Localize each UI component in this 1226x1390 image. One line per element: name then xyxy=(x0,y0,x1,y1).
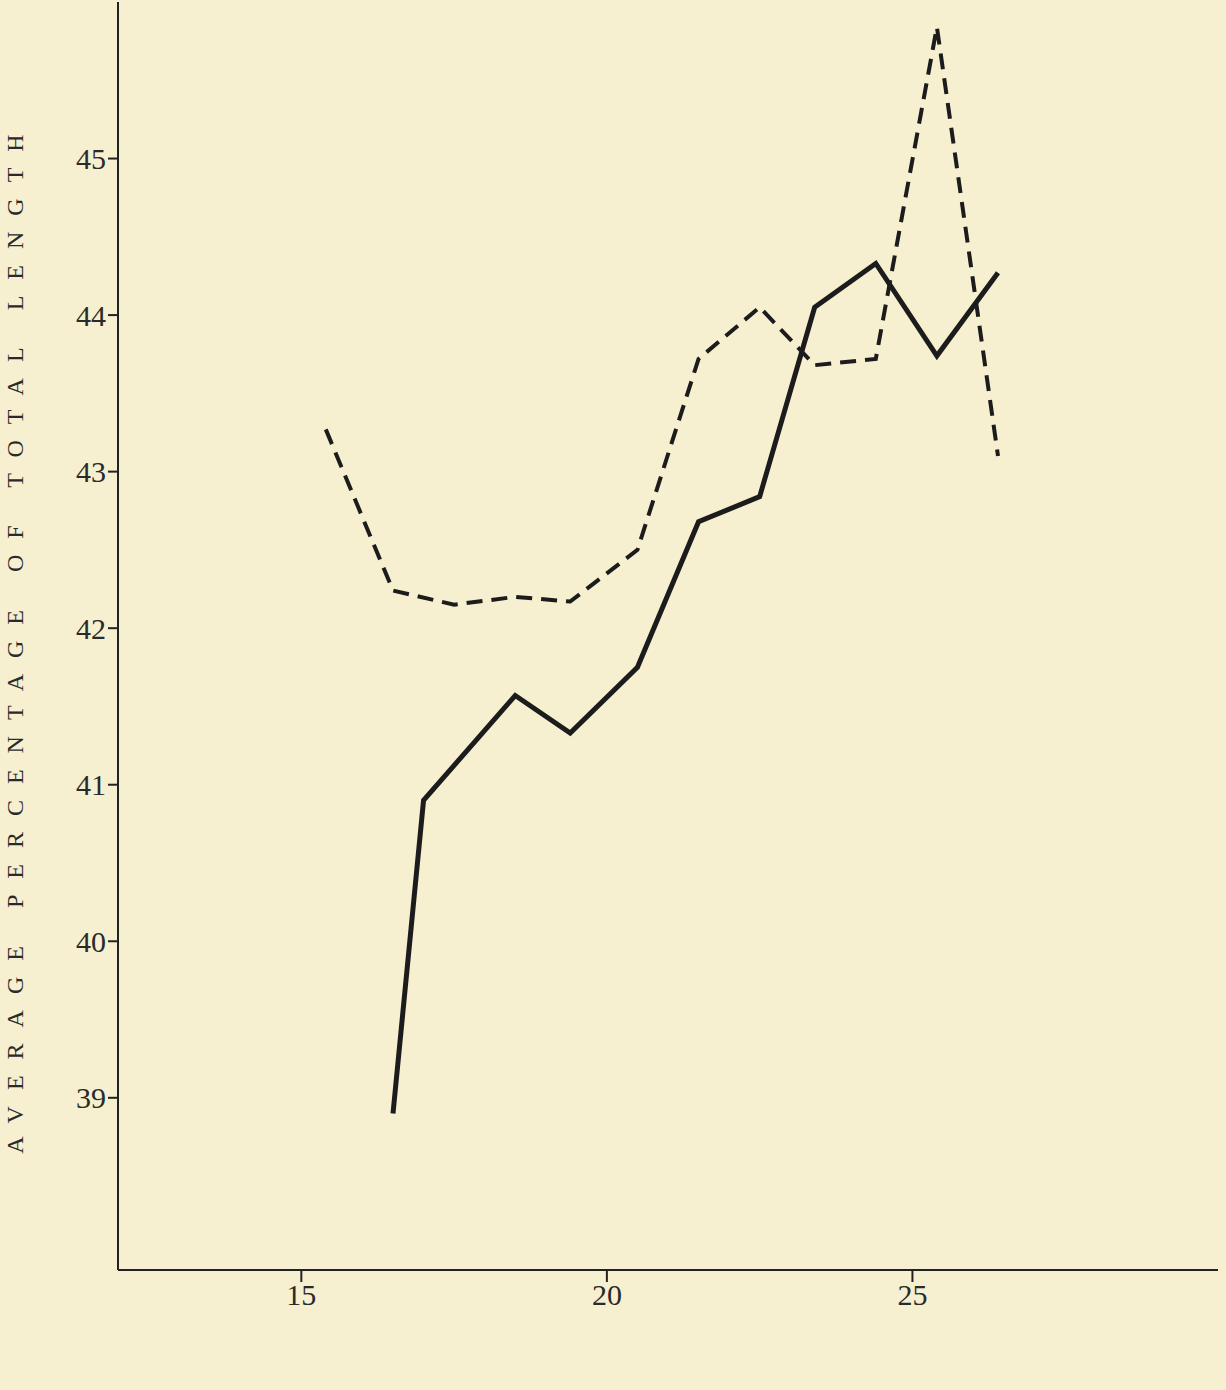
svg-text:15: 15 xyxy=(286,1278,316,1311)
svg-text:25: 25 xyxy=(897,1278,927,1311)
svg-text:AVERAGE PERCENTAGE OF TOTAL LE: AVERAGE PERCENTAGE OF TOTAL LENGTH xyxy=(8,118,28,1153)
svg-text:39: 39 xyxy=(76,1081,106,1114)
svg-text:43: 43 xyxy=(76,455,106,488)
svg-text:40: 40 xyxy=(76,925,106,958)
svg-text:44: 44 xyxy=(76,299,106,332)
svg-text:45: 45 xyxy=(76,142,106,175)
svg-text:41: 41 xyxy=(76,768,106,801)
svg-text:42: 42 xyxy=(76,612,106,645)
svg-text:20: 20 xyxy=(592,1278,622,1311)
